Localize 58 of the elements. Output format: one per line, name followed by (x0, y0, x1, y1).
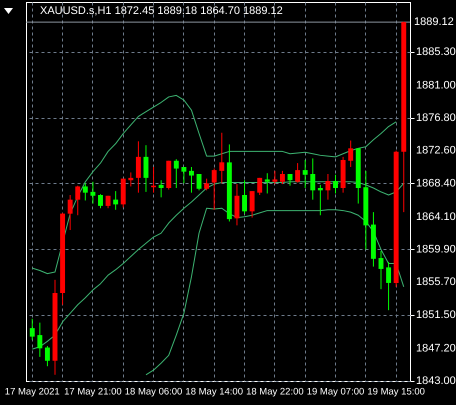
y-tick-label: 1851.50 (416, 308, 456, 321)
candlestick (113, 190, 118, 210)
candlestick (90, 181, 96, 204)
candlestick (280, 170, 285, 185)
candlestick (174, 158, 179, 188)
x-tick-label: 18 May 22:00 (246, 386, 304, 398)
candlestick (318, 184, 323, 216)
y-tick-label: 1881.00 (416, 79, 456, 92)
candlestick (82, 182, 88, 201)
candlestick (333, 174, 338, 194)
candlestick (68, 194, 73, 231)
x-tick-label: 17 May 2021 (4, 386, 60, 398)
ref-line-label: 1889.12 (414, 16, 454, 28)
candlestick (378, 250, 384, 290)
y-tick-label: 1859.90 (416, 243, 456, 256)
y-tick-label: 1864.10 (416, 210, 456, 223)
candlestick (272, 170, 278, 185)
candlestick (348, 140, 354, 168)
candlestick (151, 166, 156, 194)
candlestick (310, 158, 316, 200)
candlestick (158, 180, 164, 198)
candlestick (204, 178, 210, 191)
x-tick-label: 19 May 15:00 (367, 386, 425, 398)
candlestick (30, 318, 35, 340)
candlestick (219, 132, 224, 184)
candlestick (37, 322, 42, 358)
candlestick (44, 345, 50, 367)
y-tick-label: 1872.60 (416, 144, 456, 157)
candlestick (250, 190, 255, 218)
candlestick (189, 166, 194, 194)
candlestick (242, 180, 247, 214)
candlestick (302, 159, 308, 188)
y-tick-label: 1847.20 (416, 342, 456, 354)
y-tick-label: 1868.40 (416, 177, 456, 190)
y-tick-label: 1855.70 (416, 276, 456, 288)
candlestick (234, 184, 240, 226)
candlestick (386, 261, 392, 311)
candlestick (144, 144, 148, 192)
x-tick-label: 18 May 06:00 (124, 386, 182, 398)
candlestick (325, 173, 330, 200)
candlestick (264, 172, 270, 194)
candlestick (98, 194, 103, 209)
chart-title: XAUUSD.s,H1 1872.45 1889.18 1864.70 1889.12 (40, 5, 283, 17)
y-tick-label: 1876.80 (416, 112, 456, 124)
candlestick (295, 162, 300, 184)
x-tick-label: 18 May 14:00 (185, 386, 243, 398)
y-tick-label: 1843.00 (416, 375, 456, 387)
candlestick (212, 168, 217, 210)
candlestick (106, 195, 111, 209)
candlestick (136, 140, 141, 194)
x-tick-label: 19 May 07:00 (306, 386, 364, 398)
candlestick (196, 173, 202, 191)
line-series (32, 94, 397, 274)
candlestick (181, 166, 186, 184)
y-tick-label: 1885.30 (416, 46, 456, 58)
candlestick (75, 185, 80, 216)
candlestick (257, 177, 262, 196)
x-tick-label: 17 May 21:00 (64, 386, 122, 398)
